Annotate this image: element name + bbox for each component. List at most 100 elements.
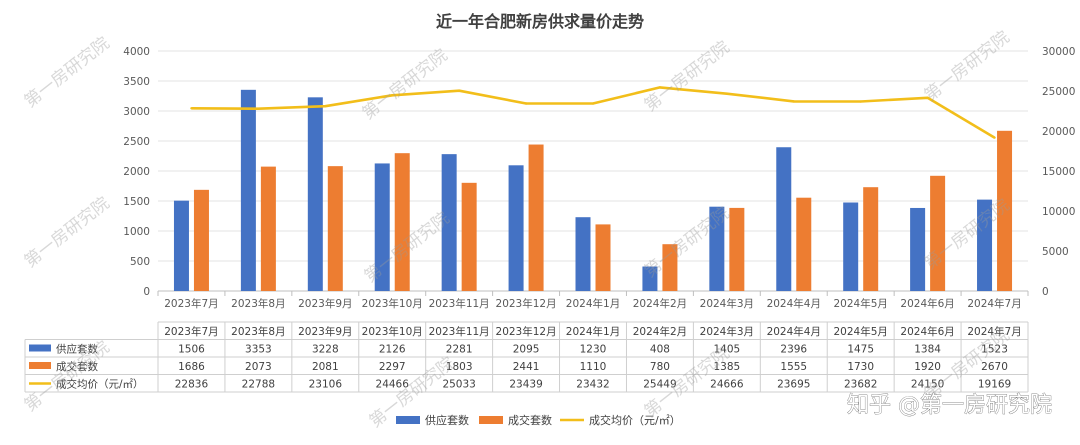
sales-swatch [29,362,51,369]
table-cell: 2396 [780,344,807,356]
table-cell: 23682 [844,379,877,391]
table-cell: 1384 [914,344,941,356]
table-cell: 2441 [513,361,540,373]
line-series [190,86,996,139]
table-cell: 2297 [379,361,406,373]
table-cell: 1110 [580,361,607,373]
price-point [324,104,327,108]
table-row-label: 供应套数 [56,343,98,356]
legend-price-label: 成交均价（元/㎡） [589,413,681,427]
x-category-label: 2023年12月 [496,297,557,310]
table-cell: 2073 [245,361,272,373]
supply-bar [173,200,189,291]
right-tick-label: 15000 [1042,166,1075,178]
sales-bar [461,182,477,291]
watermark-text: 第一房研究院 [21,33,114,112]
x-category-label: 2023年9月 [298,297,352,310]
table-cell: 1230 [580,344,607,356]
table-cell: 1506 [178,344,205,356]
table-cell: 22836 [175,379,209,391]
sales-bar [863,187,879,291]
x-category-label: 2024年1月 [566,297,620,310]
right-tick-label: 30000 [1042,46,1075,58]
legend-supply-swatch [396,416,420,424]
table-cell: 2095 [513,344,540,356]
supply-bar [776,147,792,291]
x-category-label: 2023年7月 [164,297,218,310]
legend-sales-swatch [479,416,503,424]
price-point [859,100,862,103]
legend-supply-label: 供应套数 [425,413,469,427]
left-tick-label: 500 [130,256,150,268]
table-cell: 19169 [978,379,1011,391]
table-cell: 23439 [509,379,542,391]
supply-bar [374,163,390,291]
table-cell: 24466 [376,379,410,391]
table-cell: 24666 [710,379,744,391]
table-cell: 2081 [312,361,339,373]
table-cell: 25449 [643,379,676,391]
left-tick-label: 3500 [123,76,150,88]
right-tick-label: 5000 [1042,246,1069,258]
table-cell: 1555 [780,361,807,373]
table-cell: 3353 [245,344,272,356]
table-cell: 1475 [847,344,874,356]
x-category-label: 2024年4月 [767,297,821,310]
x-axis-categories: 2023年7月 2023年8月 2023年9月 2023年10月 2023年11月 202… [157,291,1029,310]
table-cell: 1803 [446,361,473,373]
table-header-cell: 2024年2月 [633,325,687,338]
watermark-text: 第一房研究院 [21,193,114,272]
table-cell: 1920 [914,361,941,373]
table-header-cell: 2024年6月 [900,325,954,338]
sales-bar [997,130,1013,291]
sales-bar [260,166,276,291]
left-tick-label: 2500 [123,136,150,148]
sales-bar [930,175,946,291]
watermark-text: 第一房研究院 [641,37,734,116]
table-header-cell: 2024年5月 [833,325,887,338]
left-tick-label: 3000 [123,106,150,118]
watermark-text: 第一房研究院 [921,27,1014,106]
price-point [257,107,260,110]
supply-bar [508,165,524,291]
table-header-cell: 2024年7月 [967,325,1021,338]
brand-watermark: 知乎 @第一房研究院 [847,393,1052,418]
sales-bar [729,207,745,291]
table-cell: 23432 [576,379,609,391]
price-point [391,94,394,97]
price-point [725,92,729,95]
price-point [457,89,461,92]
left-tick-label: 1500 [123,196,150,208]
price-point [190,107,193,110]
supply-bar [441,154,457,291]
table-header-cell: 2023年8月 [231,325,285,338]
table-header-cell: 2023年11月 [429,325,490,338]
table-header-cell: 2024年4月 [767,325,821,338]
price-point [792,100,795,103]
table-header-cell: 2024年1月 [566,325,620,338]
table-cell: 1523 [981,344,1008,356]
table-header-cell: 2023年7月 [164,325,218,338]
table-cell: 2126 [379,344,406,356]
table-cell: 408 [650,344,670,356]
x-category-label: 2023年11月 [429,297,490,310]
x-category-label: 2023年8月 [231,297,285,310]
table-header-cell: 2023年12月 [496,325,557,338]
right-tick-label: 20000 [1042,126,1075,138]
table-header-cell: 2023年9月 [298,325,352,338]
right-tick-label: 0 [1042,286,1049,298]
supply-bar [642,266,658,291]
table-cell: 23695 [777,379,810,391]
table-cell: 780 [650,361,670,373]
bar-series [173,89,1013,291]
x-category-label: 2024年7月 [967,297,1021,310]
left-tick-label: 4000 [123,46,150,58]
x-category-label: 2024年3月 [700,297,754,310]
supply-bar [709,206,725,291]
left-tick-label: 1000 [123,226,150,238]
left-tick-label: 0 [143,286,150,298]
right-axis-ticks: 30000 25000 20000 15000 10000 5000 0 [1042,46,1075,298]
table-cell: 1385 [713,361,740,373]
price-point [926,96,929,100]
